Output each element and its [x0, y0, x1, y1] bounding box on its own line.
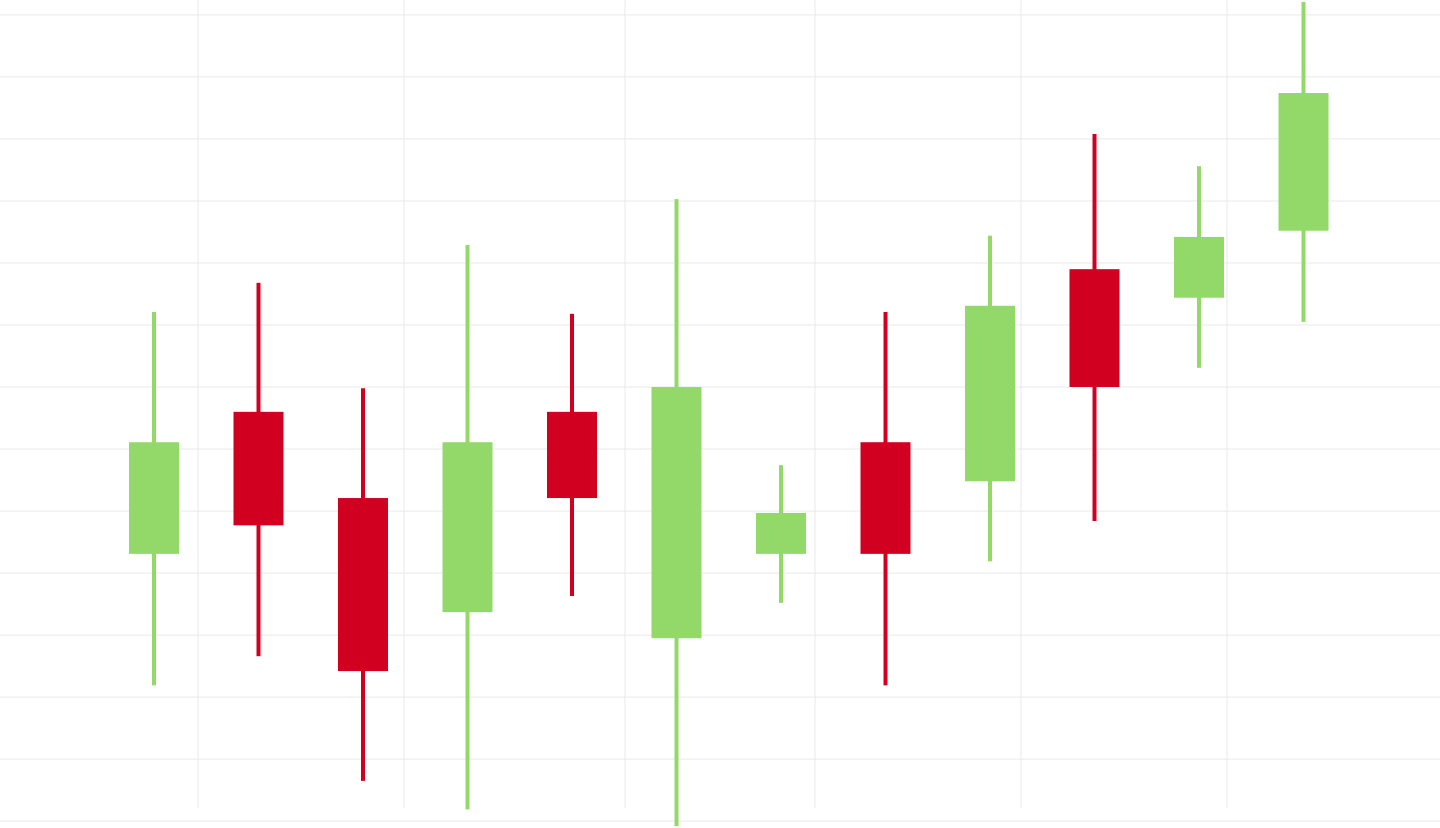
candle-body	[651, 387, 702, 639]
candle-down	[338, 388, 388, 781]
candle-up	[965, 235, 1015, 562]
candle-down	[233, 282, 284, 657]
candle-up	[129, 311, 179, 686]
candle-body	[338, 498, 388, 672]
candle-up	[442, 244, 493, 810]
candle-down	[1069, 133, 1120, 521]
candle-up	[756, 465, 806, 603]
candle-up	[1278, 1, 1329, 322]
candle-body	[1278, 93, 1329, 231]
candle-up	[651, 199, 702, 827]
candles	[129, 1, 1329, 827]
candle-body	[442, 442, 493, 613]
candle-down	[860, 311, 911, 686]
candle-body	[965, 305, 1015, 482]
candle-down	[547, 313, 597, 597]
candle-body	[860, 442, 911, 554]
candle-body	[129, 442, 179, 554]
candle-body	[233, 411, 284, 526]
candle-up	[1174, 166, 1224, 368]
candle-body	[1069, 269, 1120, 388]
candle-body	[756, 512, 806, 554]
candle-body	[547, 411, 597, 499]
candle-body	[1174, 236, 1224, 298]
